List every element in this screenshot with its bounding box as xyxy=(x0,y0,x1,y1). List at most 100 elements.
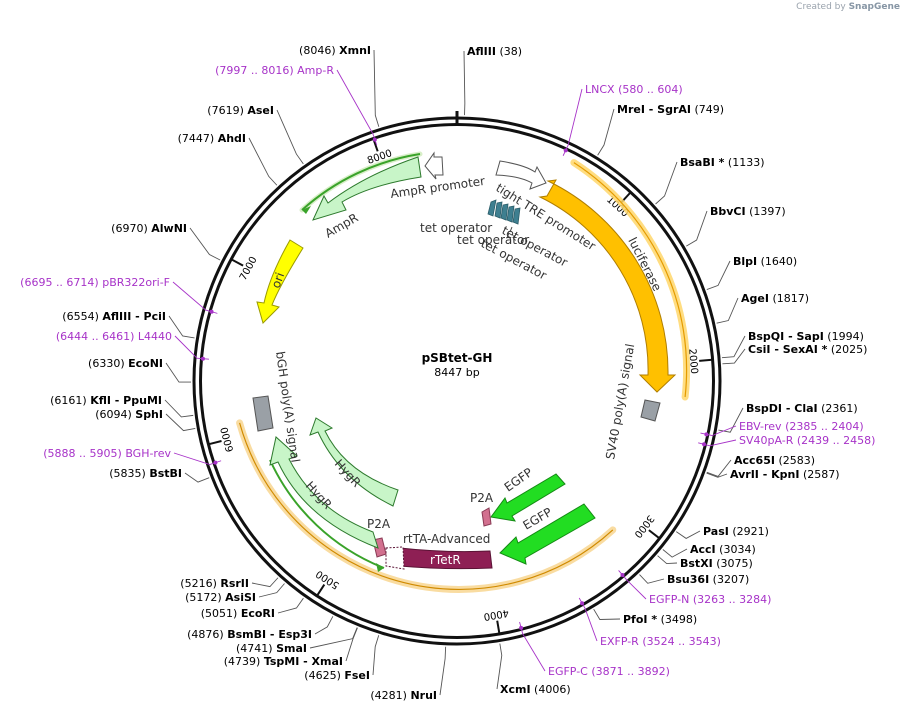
ampr-promoter-feature[interactable] xyxy=(424,151,444,180)
egfp-feature-outer[interactable] xyxy=(490,473,566,522)
enzyme-site-label[interactable]: (5172) AsiSI xyxy=(185,591,256,604)
site-coordinate: (3524 .. 3543) xyxy=(639,635,721,648)
site-name: Acc65I xyxy=(734,454,775,467)
primer-site-label[interactable]: (7997 .. 8016) Amp-R xyxy=(215,64,334,77)
feature-label-p2a-outer: P2A xyxy=(470,491,494,505)
enzyme-site-label[interactable]: (6330) EcoNI xyxy=(88,357,163,370)
egfp-feature-inner[interactable] xyxy=(499,503,596,565)
primer-site-label[interactable]: SV40pA-R (2439 .. 2458) xyxy=(739,434,875,447)
luciferase-feature[interactable] xyxy=(538,179,677,393)
enzyme-site-label[interactable]: BlpI (1640) xyxy=(733,255,797,268)
enzyme-site-label[interactable]: AgeI (1817) xyxy=(741,292,809,305)
enzyme-site-label[interactable]: (4281) NruI xyxy=(370,689,437,702)
enzyme-site-label[interactable]: BspDI - ClaI (2361) xyxy=(746,402,858,415)
enzyme-leader-line xyxy=(164,399,194,418)
site-coordinate: (4281) xyxy=(370,689,410,702)
enzyme-site-label[interactable]: (4625) FseI xyxy=(304,669,370,682)
ori-feature[interactable] xyxy=(256,239,304,324)
site-name: SV40pA-R xyxy=(739,434,794,447)
hygr-feature-outer[interactable] xyxy=(269,436,379,549)
enzyme-leader-line xyxy=(593,608,621,620)
enzyme-site-label[interactable]: (5051) EcoRI xyxy=(201,607,275,620)
primer-marker xyxy=(372,137,377,142)
primer-leader-line xyxy=(174,335,209,360)
primer-site-label[interactable]: (6444 .. 6461) L4440 xyxy=(56,330,172,343)
site-coordinate: (3207) xyxy=(709,573,749,586)
enzyme-site-label[interactable]: (4739) TspMI - XmaI xyxy=(224,655,343,668)
enzyme-leader-line xyxy=(718,407,744,433)
primer-site-label[interactable]: (6695 .. 6714) pBR322ori-F xyxy=(20,276,170,289)
enzyme-site-label[interactable]: (6970) AlwNI xyxy=(111,222,187,235)
primer-site-label[interactable]: EBV-rev (2385 .. 2404) xyxy=(739,420,864,433)
enzyme-site-label[interactable]: PfoI * (3498) xyxy=(623,613,697,626)
enzyme-leader-line xyxy=(657,555,678,565)
primer-marker xyxy=(209,309,214,314)
enzyme-site-label[interactable]: (6161) KflI - PpuMI xyxy=(50,394,162,407)
rtetr-feature[interactable] xyxy=(399,547,493,570)
enzyme-site-label[interactable]: Bsu36I (3207) xyxy=(667,573,749,586)
hygr-feature-inner[interactable] xyxy=(309,417,399,507)
enzyme-site-label[interactable]: (6554) AflIII - PciI xyxy=(62,310,166,323)
bgh-polya-feature[interactable] xyxy=(252,395,274,432)
enzyme-site-label[interactable]: (8046) XmnI xyxy=(299,44,371,57)
site-coordinate: (6161) xyxy=(50,394,90,407)
primer-site-label[interactable]: LNCX (580 .. 604) xyxy=(585,83,683,96)
primer-leader-line xyxy=(700,425,737,437)
site-name: BspDI - ClaI xyxy=(746,402,818,415)
primer-marker xyxy=(704,432,709,437)
enzyme-site-label[interactable]: (4876) BsmBI - Esp3I xyxy=(187,628,312,641)
tick-mark xyxy=(231,258,244,267)
tight-tre-promoter-feature[interactable] xyxy=(495,160,547,190)
enzyme-site-label[interactable]: BstXI (3075) xyxy=(680,557,753,570)
site-coordinate: (3263 .. 3284) xyxy=(689,593,771,606)
primer-site-label[interactable]: EGFP-N (3263 .. 3284) xyxy=(649,593,771,606)
enzyme-leader-line xyxy=(706,459,732,477)
p2a-feature-outer[interactable] xyxy=(481,507,492,527)
enzyme-site-label[interactable]: (4741) SmaI xyxy=(236,642,307,655)
enzyme-site-label[interactable]: AflIII (38) xyxy=(467,45,522,58)
enzyme-site-label[interactable]: (5216) RsrII xyxy=(180,577,249,590)
primer-site-label[interactable]: EXFP-R (3524 .. 3543) xyxy=(600,635,721,648)
site-name: PfoI * xyxy=(623,613,657,626)
enzyme-site-label[interactable]: AccI (3034) xyxy=(690,543,756,556)
enzyme-site-label[interactable]: BsaBI * (1133) xyxy=(680,156,765,169)
ampr-feature[interactable] xyxy=(312,156,422,221)
tick-label: 5000 xyxy=(314,568,341,591)
primer-leader-line xyxy=(562,88,583,156)
enzyme-site-label[interactable]: MreI - SgrAI (749) xyxy=(617,103,724,116)
site-name: Bsu36I xyxy=(667,573,709,586)
enzyme-site-label[interactable]: AvrII - KpnI (2587) xyxy=(730,468,840,481)
enzyme-leader-line xyxy=(251,577,279,588)
enzyme-site-label[interactable]: (7619) AseI xyxy=(207,104,274,117)
primer-site-label[interactable]: (5888 .. 5905) BGH-rev xyxy=(43,447,171,460)
sv40-polya-feature[interactable] xyxy=(640,399,661,422)
enzyme-site-label[interactable]: (7447) AhdI xyxy=(178,132,246,145)
site-name: PasI xyxy=(703,525,729,538)
primer-marker xyxy=(702,442,707,447)
enzyme-site-label[interactable]: XcmI (4006) xyxy=(500,683,571,696)
enzyme-leader-line xyxy=(597,108,615,156)
site-name: EcoRI xyxy=(241,607,275,620)
site-coordinate: (5835) xyxy=(109,467,149,480)
feature-label-rtta-advanced: rtTA-Advanced xyxy=(403,532,490,546)
primer-site-label[interactable]: EGFP-C (3871 .. 3892) xyxy=(548,665,670,678)
enzyme-leader-line xyxy=(165,362,192,383)
enzyme-site-label[interactable]: PasI (2921) xyxy=(703,525,769,538)
enzyme-site-label[interactable]: (6094) SphI xyxy=(95,408,163,421)
enzyme-site-label[interactable]: BbvCI (1397) xyxy=(710,205,786,218)
rtta-advanced-feature[interactable] xyxy=(385,546,405,570)
enzyme-site-label[interactable]: BspQI - SapI (1994) xyxy=(748,330,864,343)
enzyme-site-label[interactable]: Acc65I (2583) xyxy=(734,454,815,467)
site-coordinate: (3034) xyxy=(716,543,756,556)
site-coordinate: (4741) xyxy=(236,642,276,655)
site-coordinate: (5216) xyxy=(180,577,220,590)
enzyme-site-label[interactable]: CsiI - SexAI * (2025) xyxy=(748,343,867,356)
tet-operator-feature[interactable] xyxy=(487,199,521,239)
snapgene-logo: SnapGene xyxy=(848,2,900,12)
enzyme-site-label[interactable]: (5835) BstBI xyxy=(109,467,182,480)
primer-leader-line xyxy=(172,281,218,314)
feature-label-sv40-polya: SV40 poly(A) signal xyxy=(603,343,637,461)
feature-label-p2a-inner: P2A xyxy=(367,517,391,531)
site-name: BsmBI - Esp3I xyxy=(227,628,312,641)
